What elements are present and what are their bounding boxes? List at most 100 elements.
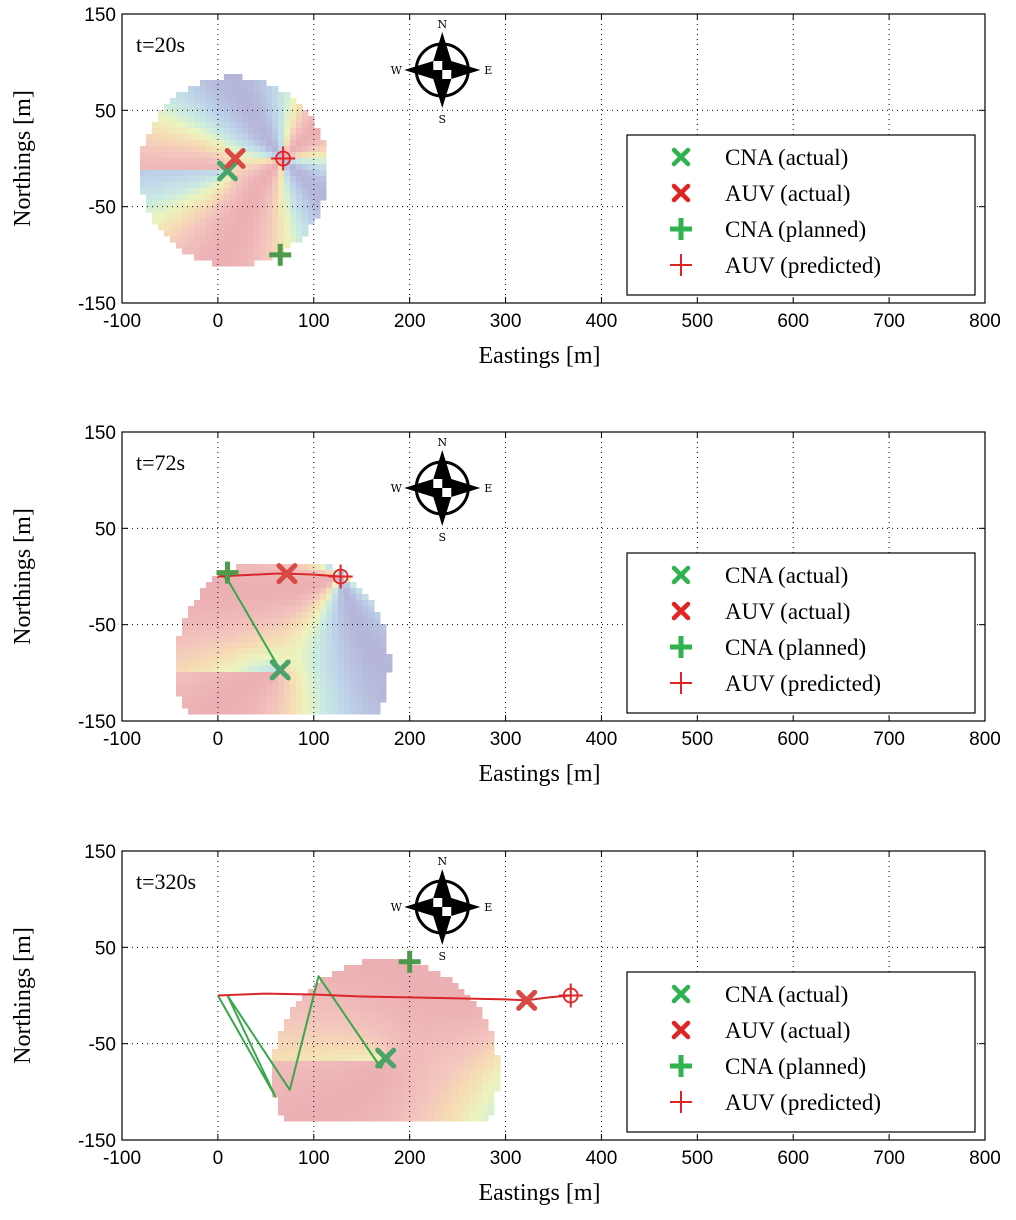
x-tick-label: 100 [298,729,330,750]
x-tick-label: 700 [873,729,905,750]
compass-square [433,898,443,907]
y-tick-label: -50 [89,198,116,219]
y-tick-label: 150 [84,423,116,444]
legend: CNA (actual) AUV (actual) CNA (planned) AUV… [626,552,976,714]
y-tick-label: 150 [84,842,116,863]
cna-track [217,975,387,1098]
legend-label: CNA (planned) [725,635,866,660]
compass-square [433,479,443,488]
compass-west-label: W [391,64,403,77]
compass-square [442,907,452,916]
legend-label: AUV (actual) [725,599,850,624]
legend-label: CNA (planned) [725,217,866,242]
heatmap [176,564,393,715]
x-tick-label: 100 [298,311,330,332]
ticks: -100 0 100 200 300 400 500 600 700 800 -150 -50 50 15… [78,842,1001,1169]
x-tick-label: -100 [103,729,141,750]
legend-symbol-cna-planned [670,636,692,658]
legend-symbol-cna-actual [671,147,691,167]
compass-south-label: S [438,113,446,126]
legend-symbol-cna-planned [670,218,692,240]
cna-actual-marker [216,160,238,182]
x-tick-label: 400 [586,729,618,750]
legend-label: AUV (actual) [725,1018,850,1043]
x-tick-label: 0 [213,1148,224,1169]
x-tick-label: 400 [586,1148,618,1169]
cna-actual-marker [375,1047,397,1069]
cna-planned-marker [398,950,421,973]
axes-box [121,13,986,304]
y-tick-label: 50 [95,519,116,540]
compass-south-label: S [438,531,446,544]
compass-square [442,70,452,79]
y-axis-label: Northings [m] [10,90,36,227]
compass-south-label: S [438,950,446,963]
legend-label: AUV (actual) [725,181,850,206]
x-tick-label: 300 [490,311,522,332]
y-axis-label: Northings [m] [10,927,36,1064]
chart-panel-1: -100 0 100 200 300 400 500 600 700 800 -150 -50 50 15… [10,5,1001,369]
legend-label: CNA (actual) [725,982,848,1007]
legend-symbol-auv-actual [671,183,691,203]
cna-planned-marker [216,561,239,584]
x-tick-label: 300 [490,729,522,750]
cna-planned-marker [269,243,292,266]
compass-rose: N E S W [391,18,493,126]
x-axis-label: Eastings [m] [479,761,601,787]
time-label: t=320s [136,869,196,894]
y-tick-label: 150 [84,5,116,26]
compass-rose: N E S W [391,855,493,963]
legend-label: AUV (predicted) [725,253,881,278]
time-label: t=20s [136,32,185,57]
x-tick-label: -100 [103,1148,141,1169]
y-tick-label: -150 [78,294,116,315]
x-tick-label: -100 [103,311,141,332]
x-tick-label: 200 [394,311,426,332]
x-tick-label: 400 [586,311,618,332]
axes-box [121,431,986,722]
auv-actual-marker [224,148,246,169]
x-tick-label: 0 [213,311,224,332]
x-tick-label: 800 [969,311,1001,332]
x-tick-label: 700 [873,1148,905,1169]
x-tick-label: 600 [777,311,809,332]
y-tick-label: -50 [89,1035,116,1056]
compass-east-label: E [484,64,492,77]
x-tick-label: 600 [777,1148,809,1169]
legend-symbol-cna-planned [670,1055,692,1077]
compass-east-label: E [484,482,492,495]
x-tick-label: 700 [873,311,905,332]
x-tick-label: 800 [969,729,1001,750]
y-axis-label: Northings [m] [10,508,36,645]
auv-predicted-marker [271,146,296,171]
x-axis-label: Eastings [m] [479,1180,601,1206]
heatmap [140,74,327,267]
auv-track [217,572,341,578]
x-tick-label: 300 [490,1148,522,1169]
compass-north-label: N [437,18,447,31]
legend-symbol-auv-actual [671,601,691,621]
x-tick-label: 500 [681,311,713,332]
auv-predicted-marker [558,983,583,1008]
cna-actual-marker [269,659,291,681]
heatmap [272,959,501,1122]
legend-symbol-auv-predicted [670,672,692,694]
y-tick-label: -150 [78,712,116,733]
legend-label: AUV (predicted) [725,1090,881,1115]
ticks: -100 0 100 200 300 400 500 600 700 800 -150 -50 50 15… [78,5,1001,332]
time-label: t=72s [136,450,185,475]
legend-label: CNA (actual) [725,563,848,588]
axes-box [121,850,986,1141]
auv-track [217,992,571,1002]
auv-actual-marker [516,989,538,1011]
y-tick-label: -150 [78,1131,116,1152]
legend-label: CNA (planned) [725,1054,866,1079]
y-tick-label: 50 [95,101,116,122]
compass-north-label: N [437,855,447,868]
compass-square [433,61,443,70]
x-tick-label: 200 [394,729,426,750]
compass-rose: N E S W [391,436,493,544]
compass-north-label: N [437,436,447,449]
y-tick-label: -50 [89,616,116,637]
